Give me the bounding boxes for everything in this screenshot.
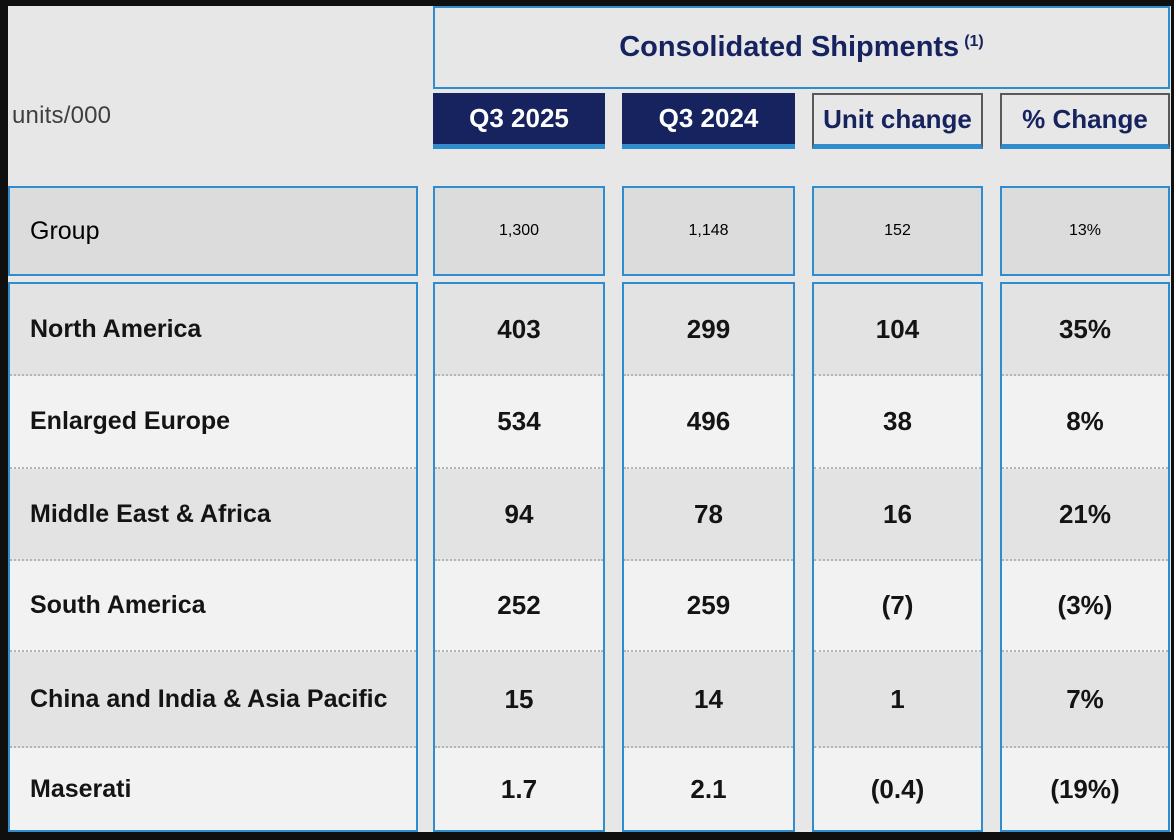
row-label-middle-east-africa: Middle East & Africa: [10, 469, 416, 561]
cell-north-america-unit-change: 104: [814, 284, 981, 376]
cell-china-india-asia-pacific-q3-2024: 14: [624, 652, 793, 748]
consolidated-shipments-header: Consolidated Shipments (1): [433, 6, 1170, 89]
cell-group-q3-2024: 1,148: [622, 186, 795, 276]
unit-change-column: 104 38 16 (7) 1 (0.4): [812, 282, 983, 832]
cell-middle-east-africa-pct-change: 21%: [1002, 469, 1168, 561]
cell-south-america-unit-change: (7): [814, 561, 981, 652]
row-label-enlarged-europe: Enlarged Europe: [10, 376, 416, 469]
cell-enlarged-europe-q3-2025: 534: [435, 376, 603, 469]
cell-maserati-unit-change: (0.4): [814, 748, 981, 830]
cell-south-america-q3-2024: 259: [624, 561, 793, 652]
cell-enlarged-europe-pct-change: 8%: [1002, 376, 1168, 469]
row-label-china-india-asia-pacific: China and India & Asia Pacific: [10, 652, 416, 748]
cell-china-india-asia-pacific-q3-2025: 15: [435, 652, 603, 748]
cell-china-india-asia-pacific-pct-change: 7%: [1002, 652, 1168, 748]
cell-enlarged-europe-q3-2024: 496: [624, 376, 793, 469]
footnote-marker: (1): [964, 32, 984, 50]
cell-maserati-q3-2025: 1.7: [435, 748, 603, 830]
row-label-maserati: Maserati: [10, 748, 416, 830]
cell-maserati-q3-2024: 2.1: [624, 748, 793, 830]
units-label: units/000: [12, 102, 112, 129]
row-label-south-america: South America: [10, 561, 416, 652]
q3-2025-column: 403 534 94 252 15 1.7: [433, 282, 605, 832]
cell-china-india-asia-pacific-unit-change: 1: [814, 652, 981, 748]
cell-middle-east-africa-q3-2025: 94: [435, 469, 603, 561]
q3-2024-column: 299 496 78 259 14 2.1: [622, 282, 795, 832]
cell-middle-east-africa-unit-change: 16: [814, 469, 981, 561]
consolidated-shipments-title: Consolidated Shipments: [619, 31, 960, 63]
cell-north-america-pct-change: 35%: [1002, 284, 1168, 376]
cell-north-america-q3-2024: 299: [624, 284, 793, 376]
cell-south-america-q3-2025: 252: [435, 561, 603, 652]
row-label-group: Group: [8, 186, 418, 276]
column-header-q3-2025: Q3 2025: [433, 93, 605, 149]
cell-middle-east-africa-q3-2024: 78: [624, 469, 793, 561]
column-header-pct-change: % Change: [1000, 93, 1170, 149]
cell-group-pct-change: 13%: [1000, 186, 1170, 276]
cell-north-america-q3-2025: 403: [435, 284, 603, 376]
cell-enlarged-europe-unit-change: 38: [814, 376, 981, 469]
cell-maserati-pct-change: (19%): [1002, 748, 1168, 830]
table-canvas: units/000 Consolidated Shipments (1) Q3 …: [8, 6, 1171, 832]
label-column: North America Enlarged Europe Middle Eas…: [8, 282, 418, 832]
row-label-north-america: North America: [10, 284, 416, 376]
cell-group-q3-2025: 1,300: [433, 186, 605, 276]
column-header-q3-2024: Q3 2024: [622, 93, 795, 149]
cell-group-unit-change: 152: [812, 186, 983, 276]
cell-south-america-pct-change: (3%): [1002, 561, 1168, 652]
column-header-unit-change: Unit change: [812, 93, 983, 149]
pct-change-column: 35% 8% 21% (3%) 7% (19%): [1000, 282, 1170, 832]
